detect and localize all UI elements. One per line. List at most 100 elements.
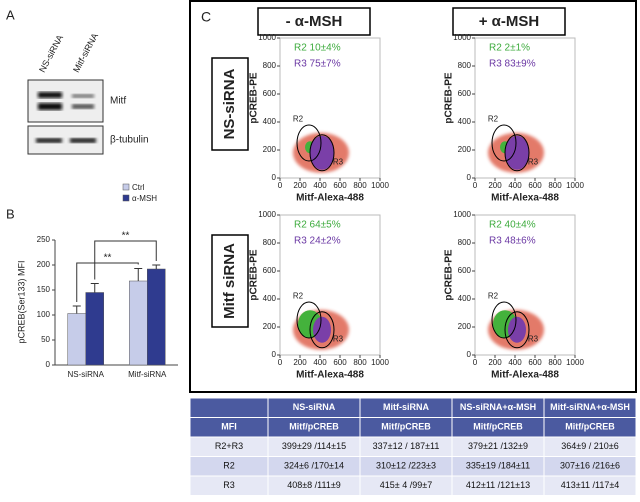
gate-label: R2 xyxy=(488,291,499,300)
y-tick-label: 200 xyxy=(263,145,277,154)
table-cell-text: 399±29 /114±15 xyxy=(282,441,346,451)
table-cell-text: R2+R3 xyxy=(215,441,243,451)
panel-label: B xyxy=(6,206,15,221)
y-axis-label: pCREB-PE xyxy=(444,249,455,300)
y-tick-label: 600 xyxy=(458,89,472,98)
error-bar xyxy=(90,283,99,293)
y-tick-label: 400 xyxy=(263,117,277,126)
y-tick-label: 600 xyxy=(263,89,277,98)
y-tick-label: 250 xyxy=(37,235,51,244)
y-tick-label: 0 xyxy=(467,350,472,359)
cloud-purple xyxy=(505,135,529,170)
x-tick-label: 400 xyxy=(508,358,522,367)
x-tick-label: Mitf-siRNA xyxy=(128,370,167,379)
legend-label: α-MSH xyxy=(132,194,157,203)
table-cell-text: 413±11 /117±4 xyxy=(561,480,620,490)
error-bar xyxy=(152,264,161,269)
x-tick-label: 800 xyxy=(353,181,367,190)
x-tick-label: 1000 xyxy=(371,358,389,367)
x-tick-label: 600 xyxy=(333,181,347,190)
x-tick-label: 200 xyxy=(293,358,307,367)
scatter-cloud xyxy=(488,132,544,173)
x-tick-label: 800 xyxy=(353,358,367,367)
legend-swatch xyxy=(122,194,130,202)
x-tick-label: 200 xyxy=(488,358,502,367)
y-tick-label: 0 xyxy=(46,360,51,369)
significance-bracket xyxy=(94,240,157,280)
table-cell-text: Mitf/pCREB xyxy=(381,422,431,432)
x-tick-label: 0 xyxy=(473,181,478,190)
y-tick-label: 1000 xyxy=(453,210,471,219)
table-cell-text: R3 xyxy=(223,480,235,490)
y-tick-label: 800 xyxy=(263,238,277,247)
gate-label: R3 xyxy=(528,335,539,344)
x-tick-label: 0 xyxy=(278,358,283,367)
y-tick-label: 100 xyxy=(37,310,51,319)
band-label: β-tubulin xyxy=(110,135,149,146)
r3-stat: R3 83±9% xyxy=(489,59,536,70)
y-tick-label: 400 xyxy=(458,117,472,126)
row-header-box xyxy=(211,57,249,151)
gate-label: R2 xyxy=(293,291,304,300)
x-axis-label: Mitf-Alexa-488 xyxy=(491,370,559,381)
table-cell-text: NS-siRNA+α-MSH xyxy=(460,402,536,412)
gate-r3 xyxy=(504,134,530,172)
blot-frame xyxy=(27,79,104,123)
significance-label: ** xyxy=(122,231,130,242)
y-tick-label: 200 xyxy=(37,260,51,269)
blot-band xyxy=(70,138,96,143)
significance-bracket xyxy=(76,262,139,302)
r2-stat: R2 64±5% xyxy=(294,220,341,231)
table-cell-text: 379±21 /132±9 xyxy=(468,441,528,451)
x-tick-label: 400 xyxy=(313,358,327,367)
column-header: + α-MSH xyxy=(479,13,539,30)
bar xyxy=(147,268,166,366)
y-tick-label: 600 xyxy=(458,266,472,275)
band-label: Mitf xyxy=(110,96,126,107)
table-cell-text: 307±16 /216±6 xyxy=(560,461,620,471)
lane-label: Mitf-siRNA xyxy=(71,31,100,74)
gate-r2 xyxy=(296,124,322,162)
x-axis-label: Mitf-Alexa-488 xyxy=(296,370,364,381)
gate-r3 xyxy=(504,311,530,349)
gate-label: R3 xyxy=(528,158,539,167)
gate-r2 xyxy=(296,301,322,339)
scatter-cloud xyxy=(293,132,349,173)
blot-band xyxy=(72,104,94,109)
panel-label: C xyxy=(201,9,211,25)
r2-stat: R2 40±4% xyxy=(489,220,536,231)
table-cell-text: Mitf/pCREB xyxy=(289,422,339,432)
x-axis-label: Mitf-Alexa-488 xyxy=(491,193,559,204)
y-tick-label: 200 xyxy=(458,145,472,154)
bar xyxy=(67,313,86,366)
scatter-cloud xyxy=(488,309,544,350)
y-axis-label: pCREB-PE xyxy=(444,72,455,123)
table-cell xyxy=(189,397,269,418)
table-cell-text: 412±11 /121±13 xyxy=(466,480,530,490)
table-cell-text: 310±12 /223±3 xyxy=(376,461,436,471)
column-header: - α-MSH xyxy=(286,13,343,30)
row-header: NS-siRNA xyxy=(221,68,238,139)
error-bar xyxy=(134,268,143,281)
x-tick-label: 1000 xyxy=(371,181,389,190)
y-tick-label: 200 xyxy=(263,322,277,331)
table-cell-text: MFI xyxy=(221,422,237,432)
y-tick-label: 0 xyxy=(272,173,277,182)
x-tick-label: 200 xyxy=(293,181,307,190)
column-header-box xyxy=(257,7,371,36)
column-header-box xyxy=(452,7,566,36)
r2-stat: R2 10±4% xyxy=(294,43,341,54)
table-cell xyxy=(543,475,637,496)
panel-frame xyxy=(189,0,637,393)
legend-label: Ctrl xyxy=(132,183,145,192)
legend-swatch xyxy=(122,183,130,191)
lane-label: NS-siRNA xyxy=(37,33,65,74)
x-tick-label: 600 xyxy=(528,181,542,190)
table-cell-text: R2 xyxy=(223,461,235,471)
r3-stat: R3 75±7% xyxy=(294,59,341,70)
table-cell-text: 324±6 /170±14 xyxy=(284,461,344,471)
gate-r2 xyxy=(491,301,517,339)
x-tick-label: 400 xyxy=(508,181,522,190)
row-header-box xyxy=(211,234,249,328)
